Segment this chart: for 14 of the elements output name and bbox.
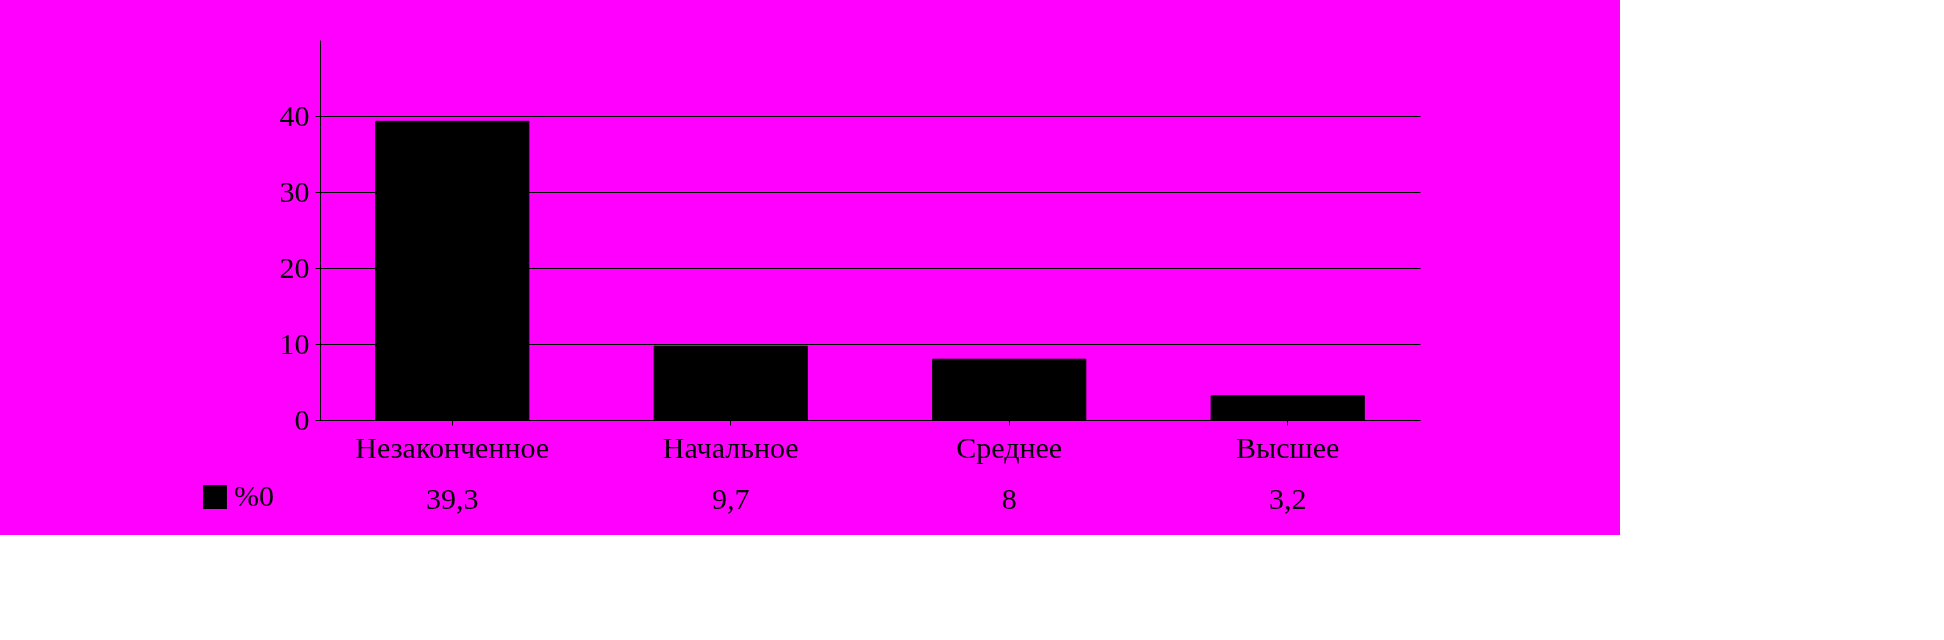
y-tick-label: 30 [279, 174, 310, 208]
data-label: 9,7 [712, 482, 750, 515]
y-tick-label: 40 [279, 98, 310, 132]
legend-label: %0 [234, 479, 274, 512]
y-tick-label: 20 [279, 250, 310, 284]
x-tick-label: Среднее [956, 430, 1063, 464]
data-label: 39,3 [426, 482, 479, 515]
y-tick-label: 10 [279, 326, 310, 360]
x-tick-label: Начальное [662, 430, 799, 464]
x-tick-label: Высшее [1236, 430, 1340, 464]
y-tick-label: 0 [294, 402, 310, 436]
data-label: 3,2 [1268, 482, 1307, 515]
x-tick-label: Незаконченное [355, 430, 550, 464]
data-label: 8 [1001, 482, 1017, 515]
